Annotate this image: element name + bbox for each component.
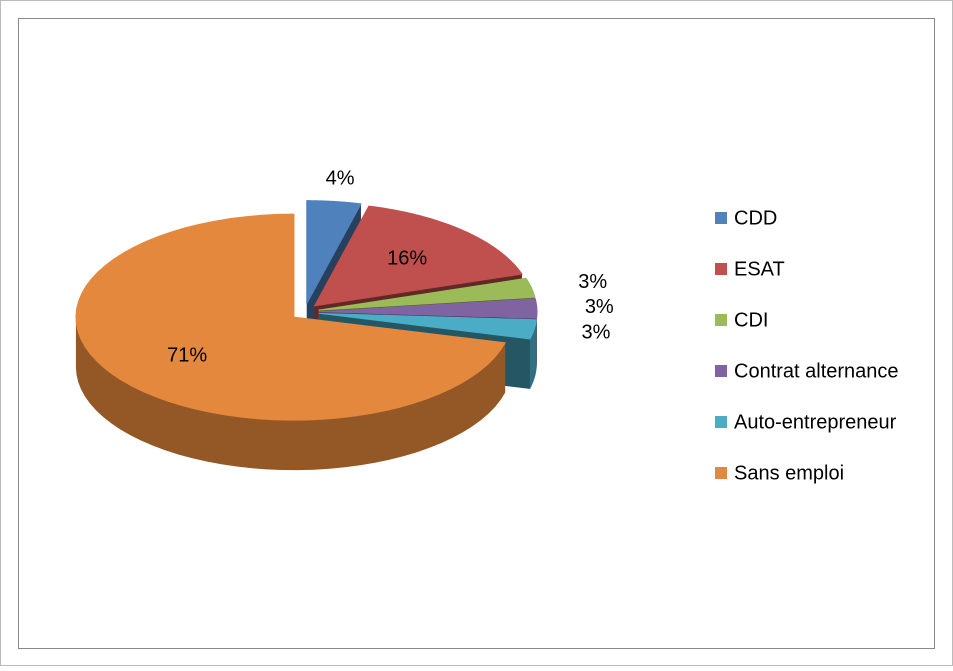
data-label: 3% (582, 321, 611, 343)
legend-swatch (715, 365, 727, 377)
legend-label: Contrat alternance (734, 360, 899, 382)
legend-label: CDD (734, 207, 777, 229)
legend-label: Auto-entrepreneur (734, 411, 897, 433)
legend-swatch (715, 212, 727, 224)
legend-label: CDI (734, 309, 768, 331)
data-label: 3% (578, 271, 607, 293)
legend-swatch (715, 416, 727, 428)
legend-swatch (715, 314, 727, 326)
data-label: 16% (387, 248, 427, 270)
legend-label: ESAT (734, 258, 785, 280)
data-label: 4% (326, 167, 355, 189)
legend-swatch (715, 263, 727, 275)
legend-swatch (715, 467, 727, 479)
data-label: 71% (167, 345, 207, 367)
data-label: 3% (585, 296, 614, 318)
legend-label: Sans emploi (734, 462, 844, 484)
